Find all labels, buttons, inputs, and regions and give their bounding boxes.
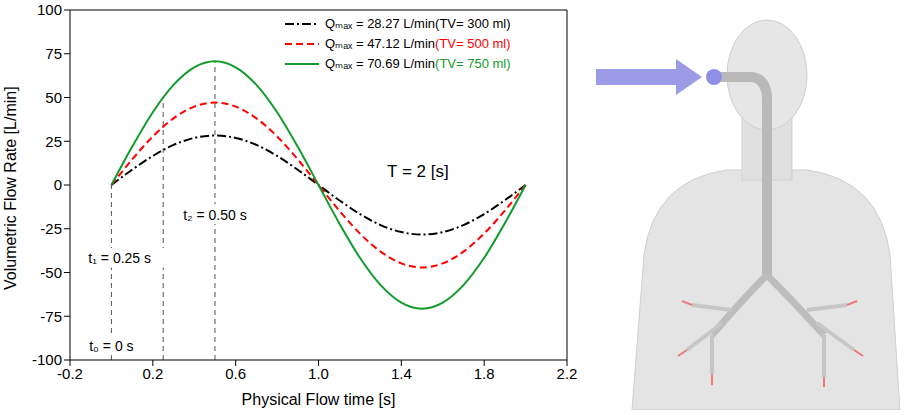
svg-text:75: 75	[45, 45, 62, 62]
svg-text:1.0: 1.0	[308, 365, 329, 382]
svg-text:-25: -25	[40, 220, 62, 237]
svg-text:-0.2: -0.2	[57, 364, 83, 382]
svg-text:t₀ = 0 s: t₀ = 0 s	[89, 338, 133, 354]
svg-text:T = 2 [s]: T = 2 [s]	[387, 162, 449, 181]
svg-text:Physical Flow time [s]: Physical Flow time [s]	[242, 391, 396, 408]
svg-text:2.2: 2.2	[557, 365, 578, 382]
svg-text:-50: -50	[40, 264, 62, 281]
svg-text:0.2: 0.2	[142, 365, 163, 382]
html-text:Qₘₐₓ = 47.12 L/min (TV= 500 ml: Qₘₐₓ = 47.12 L/min (TV= 500 ml)	[325, 36, 511, 51]
svg-text:1.8: 1.8	[474, 365, 495, 382]
svg-text:25: 25	[45, 133, 62, 150]
svg-text:-100: -100	[32, 351, 62, 368]
svg-text:1.4: 1.4	[391, 365, 412, 382]
svg-text:100: 100	[37, 1, 62, 18]
svg-text:-75: -75	[40, 308, 62, 325]
svg-text:0: 0	[54, 176, 62, 193]
svg-text:t₂ = 0.50 s: t₂ = 0.50 s	[183, 207, 246, 223]
svg-text:Volumetric Flow Rate [L/min]: Volumetric Flow Rate [L/min]	[2, 86, 19, 290]
html-text:Qₘₐₓ = 70.69 L/min (TV= 750 ml: Qₘₐₓ = 70.69 L/min (TV= 750 ml)	[325, 56, 511, 71]
svg-text:0.6: 0.6	[225, 365, 246, 382]
html-text:Qₘₐₓ = 28.27 L/min (TV= 300 ml: Qₘₐₓ = 28.27 L/min (TV= 300 ml)	[325, 16, 511, 31]
svg-text:t₁ = 0.25 s: t₁ = 0.25 s	[88, 250, 151, 266]
svg-text:50: 50	[45, 89, 62, 106]
